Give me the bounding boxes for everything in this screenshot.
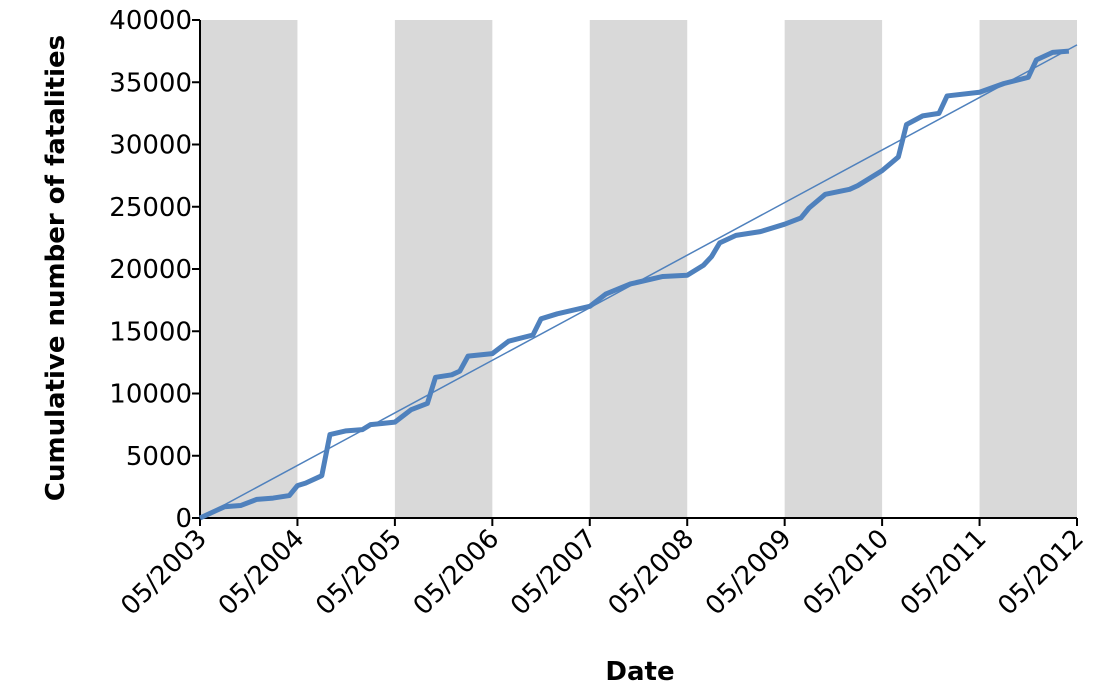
x-tick-label: 05/2007	[505, 524, 603, 622]
x-tick-label: 05/2010	[797, 524, 895, 622]
y-tick-label: 40000	[109, 6, 192, 36]
y-tick-label: 15000	[109, 317, 192, 347]
y-tick-label: 25000	[109, 193, 192, 223]
y-tick-label: 30000	[109, 131, 192, 161]
shaded-band	[979, 20, 1077, 518]
shaded-band	[394, 20, 493, 518]
x-tick-label: 05/2008	[603, 524, 701, 622]
x-tick-label: 05/2012	[992, 524, 1090, 622]
x-tick-label: 05/2009	[700, 524, 798, 622]
x-tick-label: 05/2005	[310, 524, 408, 622]
trend-line	[199, 44, 1078, 519]
x-tick-label: 05/2011	[895, 524, 993, 622]
y-axis-title: Cumulative number of fatalities	[41, 35, 71, 501]
y-tick-label: 0	[175, 504, 192, 534]
data-line	[198, 48, 1070, 521]
y-tick-label: 5000	[126, 442, 192, 472]
y-tick-label: 35000	[109, 68, 192, 98]
y-tick-label: 10000	[109, 380, 192, 410]
shaded-band	[784, 20, 883, 518]
y-tick-label: 20000	[109, 255, 192, 285]
x-tick-label: 05/2003	[115, 524, 213, 622]
shaded-band	[200, 20, 298, 518]
x-tick-label: 05/2006	[408, 524, 506, 622]
x-axis-title: Date	[605, 657, 674, 687]
x-tick-label: 05/2004	[213, 524, 311, 622]
shaded-band	[589, 20, 688, 518]
